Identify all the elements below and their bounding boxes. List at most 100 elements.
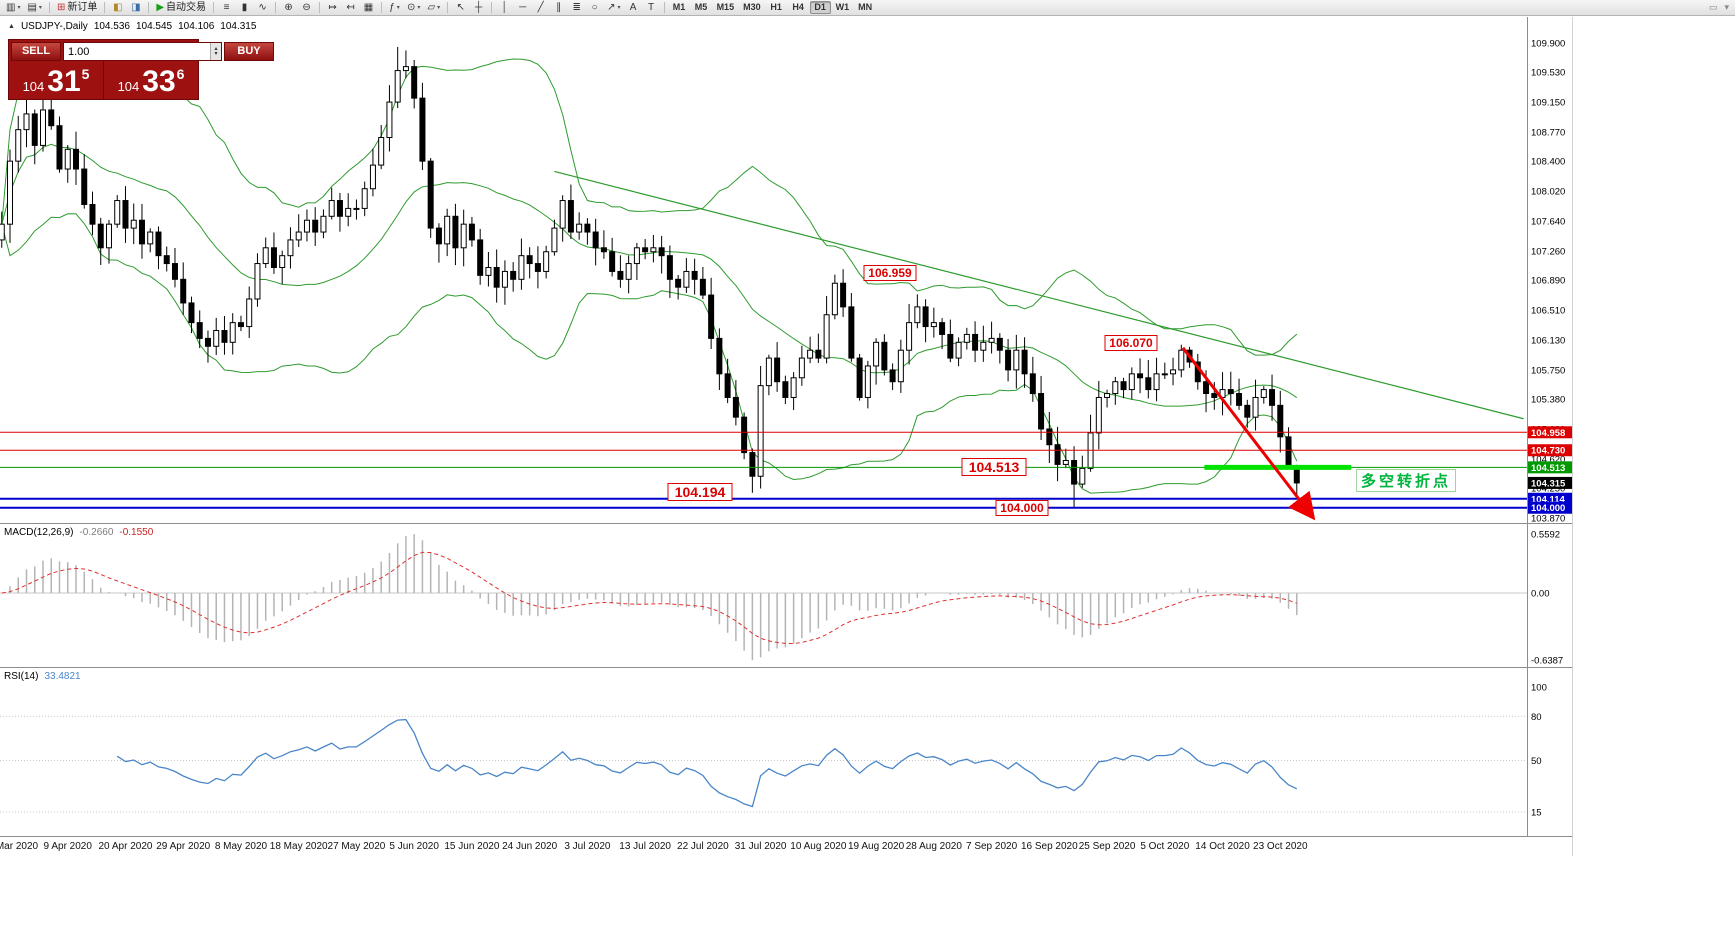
new-order-button[interactable]: ⊞ 新订单: [54, 1, 100, 15]
time-axis-label[interactable]: 31 Mar 2020: [0, 841, 39, 852]
timeframe-m15-button[interactable]: M15: [713, 1, 739, 14]
price-callout-box[interactable]: [667, 483, 733, 501]
auto-trading-button[interactable]: ▶ 自动交易: [153, 1, 209, 15]
templates-button[interactable]: ▱ ▾: [424, 1, 443, 15]
time-axis-label[interactable]: 7 Sep 2020: [966, 841, 1018, 852]
time-axis-label[interactable]: 14 Oct 2020: [1195, 841, 1250, 852]
timeframe-m5-button[interactable]: M5: [691, 1, 712, 14]
new-chart-button[interactable]: ▥ ▾: [3, 1, 23, 15]
text-label-tool-button[interactable]: T: [643, 1, 660, 15]
terminal-button[interactable]: ◨: [127, 1, 144, 15]
price-callout-box[interactable]: [995, 500, 1049, 516]
price-tick-label: 109.150: [1531, 98, 1565, 109]
timeframe-m1-button[interactable]: M1: [669, 1, 690, 14]
chart-shift-button[interactable]: ↤: [342, 1, 359, 15]
buy-price-sup: 6: [176, 66, 185, 82]
time-axis-label[interactable]: 20 Apr 2020: [99, 841, 153, 852]
macd-axis-label: -0.6387: [1531, 656, 1563, 667]
sell-quote[interactable]: 104 31 5: [9, 61, 103, 99]
time-axis-label[interactable]: 19 Aug 2020: [848, 841, 905, 852]
toolbar-extra-1-icon[interactable]: ▭: [1708, 2, 1718, 12]
time-axis-label[interactable]: 29 Apr 2020: [156, 841, 210, 852]
market-watch-button[interactable]: ◧: [109, 1, 126, 15]
timeframe-h4-button[interactable]: H4: [788, 1, 809, 14]
time-axis-label[interactable]: 13 Jul 2020: [619, 841, 671, 852]
toolbar-extra-2-icon[interactable]: ▾: [1724, 2, 1729, 12]
indicators-button[interactable]: ƒ ▾: [386, 1, 403, 15]
price-callout-box[interactable]: [1104, 335, 1158, 351]
price-callout-box[interactable]: [863, 265, 917, 281]
tile-windows-button[interactable]: ▦: [360, 1, 377, 15]
descending-trendline[interactable]: [554, 170, 1524, 420]
volume-increase-button[interactable]: ▴: [214, 45, 218, 52]
timeframe-d1-button[interactable]: D1: [809, 1, 831, 14]
arrows-tool-button[interactable]: ↗ ▾: [604, 1, 623, 15]
macd-signal-line: [1, 551, 1297, 645]
buy-quote[interactable]: 104 33 6: [103, 61, 198, 99]
zoom-in-button[interactable]: ⊕: [280, 1, 297, 15]
periods-button[interactable]: ⊙ ▾: [404, 1, 423, 15]
time-axis-label[interactable]: 31 Jul 2020: [735, 841, 787, 852]
rsi-axis-label: 80: [1531, 712, 1542, 723]
time-axis-label[interactable]: 15 Jun 2020: [444, 841, 499, 852]
time-axis-label[interactable]: 27 May 2020: [328, 841, 386, 852]
volume-decrease-button[interactable]: ▾: [214, 50, 218, 57]
timeframe-mn-button[interactable]: MN: [854, 1, 876, 14]
price-tick-label: 108.770: [1531, 128, 1565, 139]
time-axis-label[interactable]: 24 Jun 2020: [502, 841, 557, 852]
down-arrow[interactable]: [1181, 346, 1316, 521]
time-axis-label[interactable]: 9 Apr 2020: [44, 841, 93, 852]
volume-stepper: ▴ ▾: [210, 43, 221, 60]
vertical-line-button[interactable]: │: [496, 1, 513, 15]
time-axis-label[interactable]: 16 Sep 2020: [1021, 841, 1078, 852]
price-tick-label: 109.900: [1531, 39, 1565, 50]
time-axis-label[interactable]: 22 Jul 2020: [677, 841, 729, 852]
equidistant-channel-button[interactable]: ∥: [550, 1, 567, 15]
buy-button[interactable]: BUY: [224, 42, 274, 61]
timeframe-m30-button[interactable]: M30: [739, 1, 765, 14]
price-axis-badge: [1528, 426, 1572, 439]
time-axis-label[interactable]: 28 Aug 2020: [906, 841, 963, 852]
price-callout-box[interactable]: [961, 458, 1027, 476]
arrows-tool-dropdown-icon: ▾: [617, 4, 621, 11]
sell-button[interactable]: SELL: [11, 42, 61, 61]
cursor-icon: ↖: [456, 1, 465, 13]
toolbar-separator: [663, 2, 665, 13]
cursor-button[interactable]: ↖: [452, 1, 469, 15]
auto-scroll-button[interactable]: ↦: [324, 1, 341, 15]
time-axis-label[interactable]: 25 Sep 2020: [1079, 841, 1136, 852]
crosshair-icon: ┼: [475, 1, 483, 13]
horizontal-line-button[interactable]: ─: [514, 1, 531, 15]
fibonacci-button[interactable]: ≣: [568, 1, 585, 15]
auto-trading-label: 自动交易: [166, 1, 207, 13]
text-tool-button[interactable]: A: [625, 1, 642, 15]
crosshair-button[interactable]: ┼: [470, 1, 487, 15]
text-tool-icon: A: [629, 1, 637, 13]
candlestick-mode-button[interactable]: ▮: [236, 1, 253, 15]
ellipse-tool-button[interactable]: ○: [586, 1, 603, 15]
timeframe-h1-button[interactable]: H1: [766, 1, 787, 14]
price-plot[interactable]: [0, 46, 1524, 508]
toolbar-separator: [491, 2, 493, 13]
chart-profiles-button[interactable]: ▤ ▾: [24, 1, 44, 15]
turning-point-annotation[interactable]: 多空转折点: [1356, 469, 1457, 492]
time-axis-label[interactable]: 8 May 2020: [215, 841, 268, 852]
bollinger-lower-band: [1, 213, 1298, 494]
new-chart-dropdown-icon: ▾: [17, 4, 21, 11]
bar-chart-mode-button[interactable]: ≡: [218, 1, 235, 15]
trade-panel-toggle-icon[interactable]: ▲: [8, 23, 15, 30]
trendline-tool-button[interactable]: ╱: [532, 1, 549, 15]
volume-input[interactable]: [64, 43, 210, 60]
zoom-out-button[interactable]: ⊖: [298, 1, 315, 15]
svg-text:104.000: 104.000: [1531, 503, 1565, 514]
time-axis-label[interactable]: 5 Oct 2020: [1140, 841, 1189, 852]
time-axis-label[interactable]: 5 Jun 2020: [389, 841, 439, 852]
line-chart-mode-button[interactable]: ∿: [254, 1, 271, 15]
time-axis-label[interactable]: 3 Jul 2020: [564, 841, 611, 852]
time-axis-label[interactable]: 18 May 2020: [270, 841, 328, 852]
time-axis-label[interactable]: 23 Oct 2020: [1253, 841, 1308, 852]
timeframe-w1-button[interactable]: W1: [832, 1, 854, 14]
ohlc-close: 104.315: [220, 21, 257, 32]
time-axis-label[interactable]: 10 Aug 2020: [790, 841, 847, 852]
